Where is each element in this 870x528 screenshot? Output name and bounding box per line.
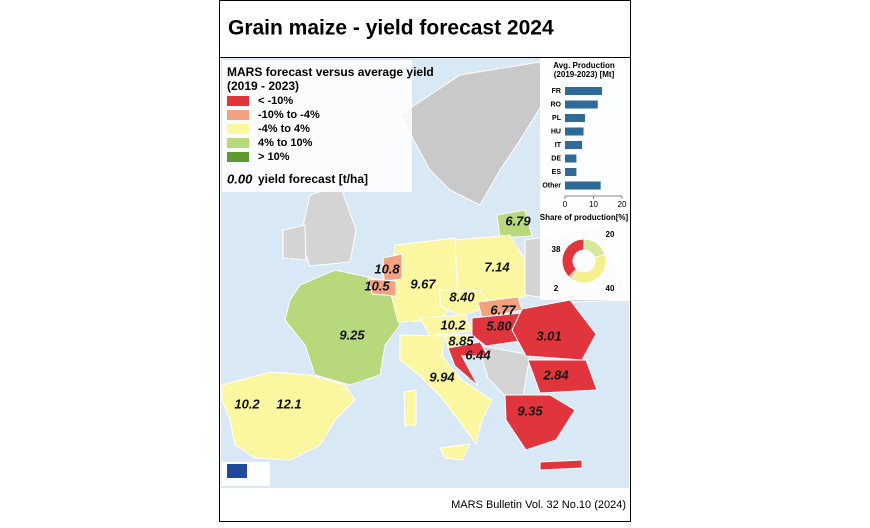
region bbox=[439, 443, 471, 461]
x-tick-label: 10 bbox=[589, 200, 598, 209]
bar-category: PL bbox=[552, 115, 562, 122]
region bbox=[367, 278, 397, 297]
map-label: 6.77 bbox=[490, 302, 516, 317]
region bbox=[527, 359, 598, 394]
bar bbox=[565, 181, 601, 190]
map-label: 10.8 bbox=[374, 261, 400, 276]
ireland bbox=[282, 224, 307, 261]
bar-category: ES bbox=[552, 169, 562, 176]
region bbox=[439, 289, 493, 317]
x-tick-label: 0 bbox=[563, 200, 568, 209]
inset-title: Avg. Production bbox=[553, 61, 615, 70]
bar bbox=[565, 127, 584, 136]
region bbox=[399, 334, 493, 446]
region bbox=[221, 371, 356, 461]
map-label: 10.5 bbox=[364, 278, 390, 293]
map-label: 10.2 bbox=[234, 396, 260, 411]
donut-label: 20 bbox=[606, 230, 615, 239]
bar-category: FR bbox=[552, 88, 561, 95]
map-label: 6.79 bbox=[505, 213, 531, 228]
map-labels: 6.79 10.8 10.5 9.67 7.14 8.40 6.77 5.80 … bbox=[234, 213, 569, 418]
legend-swatch bbox=[227, 152, 249, 162]
legend-subtitle: (2019 - 2023) bbox=[227, 79, 299, 93]
legend-label: < -10% bbox=[258, 95, 293, 107]
bar bbox=[565, 154, 577, 163]
bar-category: IT bbox=[555, 142, 562, 149]
legend-box bbox=[222, 60, 412, 192]
legend-label: -4% to 4% bbox=[258, 123, 310, 135]
map-label: 9.94 bbox=[429, 369, 455, 384]
region bbox=[504, 394, 576, 451]
inset-box bbox=[540, 58, 629, 300]
bar bbox=[565, 100, 598, 109]
eu-flag bbox=[227, 464, 247, 478]
legend-label: > 10% bbox=[258, 151, 290, 163]
region bbox=[382, 253, 403, 282]
region bbox=[539, 459, 583, 471]
region bbox=[471, 312, 528, 347]
legend-swatch bbox=[227, 96, 249, 106]
bar-category: HU bbox=[551, 128, 561, 135]
donut-label: 38 bbox=[552, 245, 561, 254]
map-label: 2.84 bbox=[542, 367, 569, 382]
legend-label: -10% to -4% bbox=[258, 109, 320, 121]
donut-chart: 20 40 2 38 bbox=[552, 230, 615, 293]
inset-subtitle: (2019-2023) [Mt] bbox=[554, 70, 615, 79]
region bbox=[284, 269, 401, 386]
map-label: 8.40 bbox=[449, 289, 475, 304]
bar-category: DE bbox=[551, 155, 561, 162]
region bbox=[496, 209, 533, 239]
bar bbox=[565, 141, 583, 149]
bar-chart: FR RO PL HU IT DE ES Other 0 10 20 bbox=[542, 87, 627, 209]
map-label: 8.85 bbox=[448, 333, 474, 348]
map-label: 9.67 bbox=[410, 276, 436, 291]
map-label: 7.14 bbox=[484, 259, 510, 274]
bar bbox=[565, 168, 577, 176]
title: Grain maize - yield forecast 2024 bbox=[228, 17, 554, 40]
donut-segment bbox=[561, 238, 585, 278]
map-label: 10.2 bbox=[440, 317, 466, 332]
donut-label: 40 bbox=[606, 284, 615, 293]
footer: MARS Bulletin Vol. 32 No.10 (2024) bbox=[451, 499, 626, 511]
legend-swatch bbox=[227, 110, 249, 120]
legend-swatch bbox=[227, 124, 249, 134]
map-label: 5.80 bbox=[486, 318, 512, 333]
map-label: 6.44 bbox=[465, 347, 491, 362]
legend-sample-label: yield forecast [t/ha] bbox=[258, 172, 368, 186]
legend-label: 4% to 10% bbox=[258, 137, 313, 149]
x-tick-label: 20 bbox=[618, 200, 627, 209]
scandinavia bbox=[399, 61, 546, 206]
legend-items: < -10% -10% to -4% -4% to 4% 4% to 10% > 10% bbox=[227, 95, 320, 163]
map: MARS forecast versus average yield (2019… bbox=[221, 58, 630, 488]
legend-title: MARS forecast versus average yield bbox=[227, 65, 434, 79]
bar-category: RO bbox=[551, 101, 562, 108]
bar bbox=[565, 87, 603, 95]
map-label: 9.25 bbox=[339, 327, 365, 342]
bar-category: Other bbox=[542, 182, 561, 189]
map-label: 12.1 bbox=[276, 396, 301, 411]
donut-label: 2 bbox=[554, 284, 559, 293]
region bbox=[403, 389, 417, 427]
map-label: 9.35 bbox=[517, 403, 543, 418]
bar bbox=[565, 114, 585, 122]
legend-swatch bbox=[227, 138, 249, 148]
share-title: Share of production[%] bbox=[540, 213, 629, 222]
legend-sample: 0.00 bbox=[227, 171, 253, 186]
region bbox=[447, 341, 489, 387]
map-label: 3.01 bbox=[536, 328, 561, 343]
